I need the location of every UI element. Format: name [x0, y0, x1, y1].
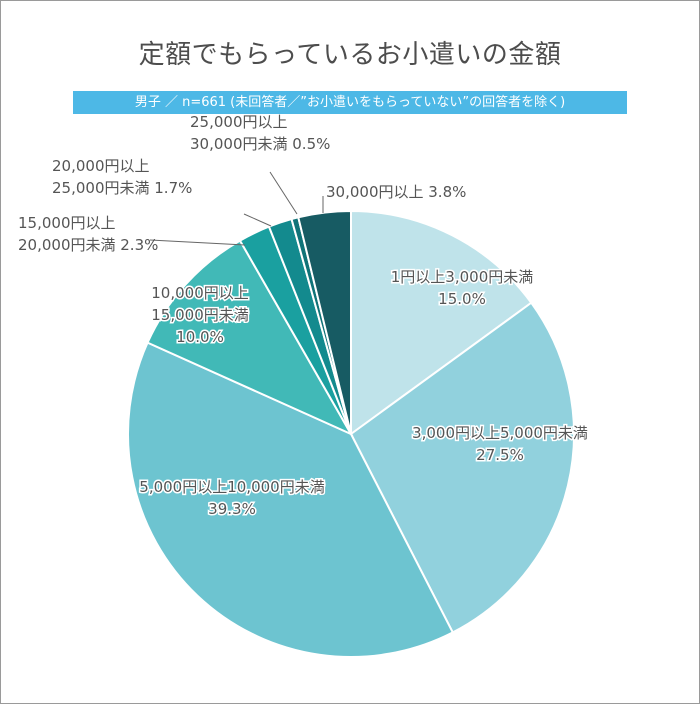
slice-label: 5,000円以上10,000円未満 39.3%	[139, 478, 324, 518]
slice-label: 20,000円以上 25,000円未満 1.7%	[52, 157, 192, 197]
leader-line	[243, 213, 272, 227]
leader-line	[149, 239, 246, 246]
pie-slice	[349, 301, 575, 634]
slice-label: 10,000円以上 15,000円未満 10.0%	[151, 284, 249, 346]
slice-label: 15,000円以上 20,000円未満 2.3%	[18, 214, 158, 254]
chart-subtitle: 男子 ／ n=661 (未回答者／”お小遣いをもらっていない”の回答者を除く)	[73, 91, 627, 114]
slice-label: 30,000円以上 3.8%	[326, 183, 466, 201]
slice-label: 3,000円以上5,000円未満 27.5%	[412, 424, 588, 464]
slice-label: 1円以上3,000円未満 15.0%	[391, 268, 534, 308]
pie-slice	[297, 209, 352, 435]
pie-slice	[127, 341, 455, 658]
chart-title: 定額でもらっているお小遣いの金額	[138, 40, 562, 70]
pie-slice	[350, 209, 533, 436]
leader-line	[269, 171, 298, 215]
slice-label: 25,000円以上 30,000円未満 0.5%	[190, 113, 330, 153]
